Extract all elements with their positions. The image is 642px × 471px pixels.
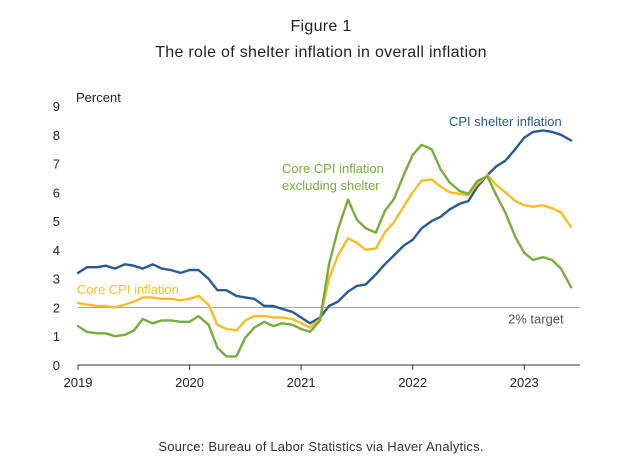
source-note: Source: Bureau of Labor Statistics via H… — [158, 439, 484, 454]
annotation-core-ex-shelter-line1: Core CPI inflation — [282, 161, 384, 176]
annotation-core-ex-shelter-line2: excluding shelter — [282, 178, 380, 193]
target-reference-label: 2% target — [508, 311, 564, 326]
chart-axes: Percent 0 1 2 3 4 5 6 7 8 9 2019 2020 2021 2022 2023 2% … — [53, 90, 580, 390]
series-line-shelter — [76, 129, 573, 325]
x-tick-label: 2019 — [64, 375, 93, 390]
y-tick-label: 2 — [53, 300, 60, 315]
x-tick-label: 2022 — [398, 375, 427, 390]
y-tick-label: 5 — [53, 214, 60, 229]
chart-series — [76, 129, 573, 358]
y-tick-label: 9 — [53, 99, 60, 114]
y-tick-label: 4 — [53, 243, 60, 258]
figure-label: Figure 1 — [290, 18, 352, 35]
chart-title: The role of shelter inflation in overall… — [155, 44, 487, 61]
series-line-core-ex-shelter — [76, 143, 573, 358]
y-tick-label: 3 — [53, 272, 60, 287]
x-tick-label: 2020 — [175, 375, 204, 390]
annotation-shelter: CPI shelter inflation — [449, 114, 562, 129]
y-tick-label: 7 — [53, 157, 60, 172]
y-tick-label: 6 — [53, 185, 60, 200]
y-tick-label: 8 — [53, 128, 60, 143]
chart-annotations: CPI shelter inflation Core CPI inflation… — [77, 114, 562, 297]
x-tick-label: 2023 — [510, 375, 539, 390]
y-tick-label: 0 — [53, 358, 60, 373]
annotation-core: Core CPI inflation — [77, 282, 179, 297]
x-tick-label: 2021 — [287, 375, 316, 390]
y-tick-label: 1 — [53, 329, 60, 344]
y-axis-label: Percent — [76, 90, 121, 105]
